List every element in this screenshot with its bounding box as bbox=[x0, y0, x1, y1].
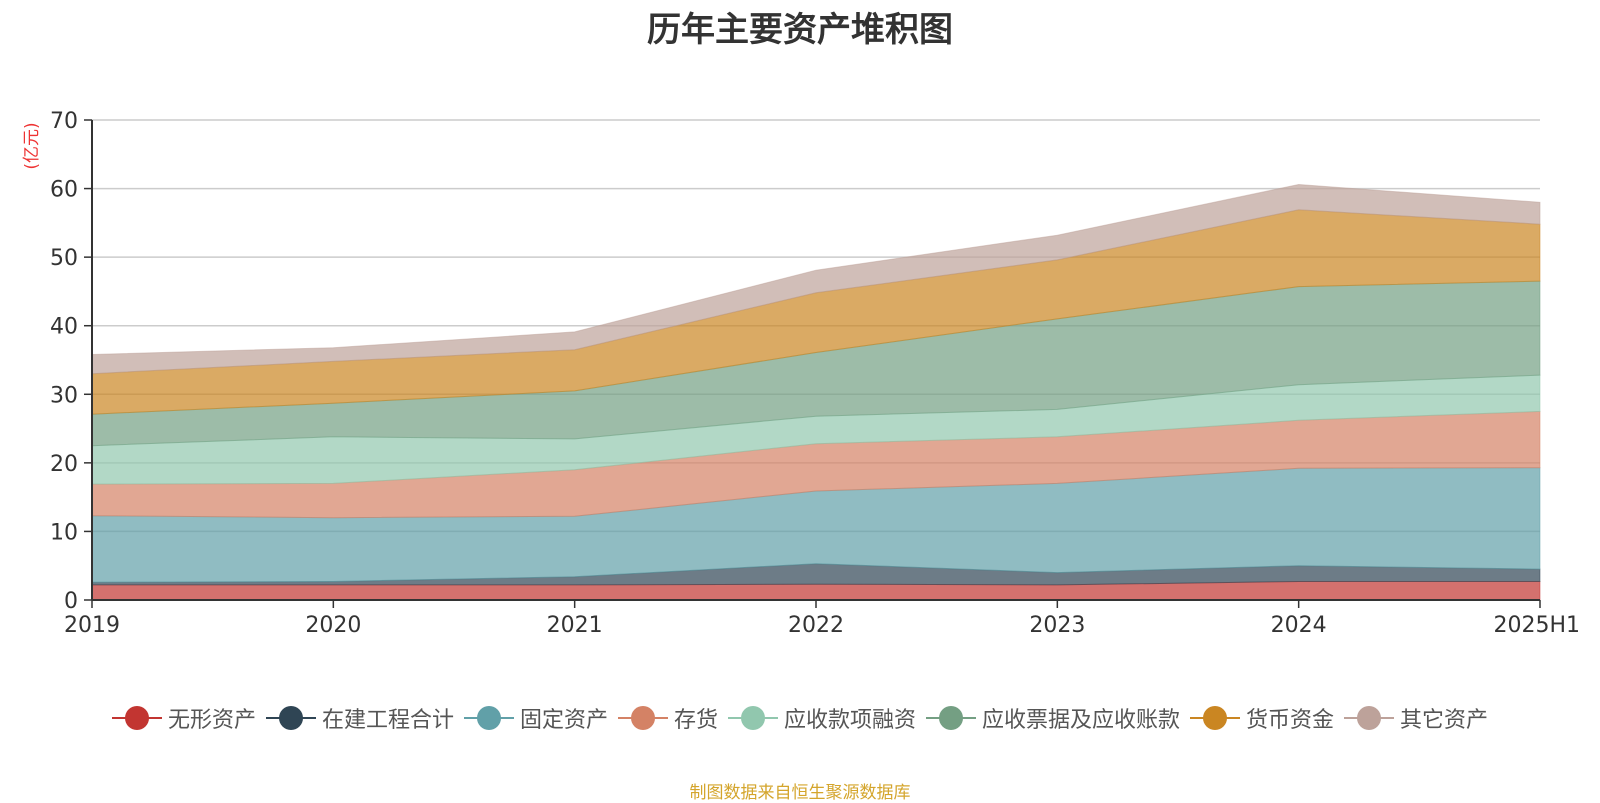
y-tick-label: 10 bbox=[50, 520, 78, 545]
legend-label: 货币资金 bbox=[1246, 708, 1335, 733]
chart-title: 历年主要资产堆积图 bbox=[647, 10, 953, 50]
legend-marker bbox=[1344, 706, 1395, 730]
legend-item-1[interactable]: 在建工程合计 bbox=[265, 702, 454, 734]
x-tick-label: 2024 bbox=[1271, 613, 1327, 638]
legend-marker bbox=[463, 706, 514, 730]
chart-legend: 无形资产 在建工程合计 固定资产 存货 应收款项融资 应收票据及应收账款 货币资金 其它资产 bbox=[0, 700, 1600, 736]
x-tick-label: 2019 bbox=[64, 613, 120, 638]
y-tick-label: 50 bbox=[50, 246, 78, 271]
legend-marker bbox=[728, 706, 778, 730]
y-tick-label: 30 bbox=[50, 383, 78, 408]
legend-marker bbox=[265, 706, 316, 730]
legend-item-3[interactable]: 存货 bbox=[617, 702, 718, 734]
legend-item-4[interactable]: 应收款项融资 bbox=[728, 702, 916, 734]
area-series bbox=[91, 183, 1541, 601]
stacked-area-chart: 0 10 20 30 40 50 60 70 2019 2020 2021 2022 2023 2024 2… bbox=[22, 109, 1580, 638]
x-tick-label: 2023 bbox=[1029, 613, 1085, 638]
legend-marker bbox=[111, 706, 162, 730]
y-tick-label: 40 bbox=[50, 315, 78, 340]
y-tick-label: 20 bbox=[50, 452, 78, 477]
area-series-7[interactable] bbox=[91, 183, 1541, 375]
y-tick-label: 0 bbox=[64, 589, 78, 614]
x-tick-label: 2021 bbox=[547, 613, 603, 638]
y-axis-unit-label: (亿元) bbox=[22, 122, 42, 169]
y-tick-label: 70 bbox=[50, 109, 78, 134]
legend-marker bbox=[926, 706, 977, 730]
legend-item-6[interactable]: 货币资金 bbox=[1190, 702, 1334, 734]
y-tick-label: 60 bbox=[50, 178, 78, 203]
data-source-note: 制图数据来自恒生聚源数据库 bbox=[689, 783, 911, 803]
legend-marker bbox=[1190, 706, 1241, 730]
legend-label: 应收款项融资 bbox=[784, 708, 917, 733]
x-tick-label: 2020 bbox=[305, 613, 361, 638]
legend-label: 固定资产 bbox=[519, 708, 608, 733]
legend-label: 无形资产 bbox=[167, 708, 256, 733]
x-tick-label: 2022 bbox=[788, 613, 844, 638]
legend-marker bbox=[617, 706, 668, 730]
legend-label: 在建工程合计 bbox=[321, 708, 454, 733]
legend-item-7[interactable]: 其它资产 bbox=[1344, 702, 1488, 734]
legend-item-5[interactable]: 应收票据及应收账款 bbox=[926, 702, 1180, 734]
legend-item-2[interactable]: 固定资产 bbox=[463, 702, 608, 734]
legend-label: 存货 bbox=[673, 708, 718, 733]
axes: 0 10 20 30 40 50 60 70 2019 2020 2021 2022 2023 2024 2… bbox=[50, 109, 1580, 638]
legend-label: 其它资产 bbox=[1400, 708, 1489, 733]
x-tick-label: 2025H1 bbox=[1493, 613, 1580, 638]
legend-item-0[interactable]: 无形资产 bbox=[111, 702, 256, 734]
legend-label: 应收票据及应收账款 bbox=[982, 708, 1181, 733]
